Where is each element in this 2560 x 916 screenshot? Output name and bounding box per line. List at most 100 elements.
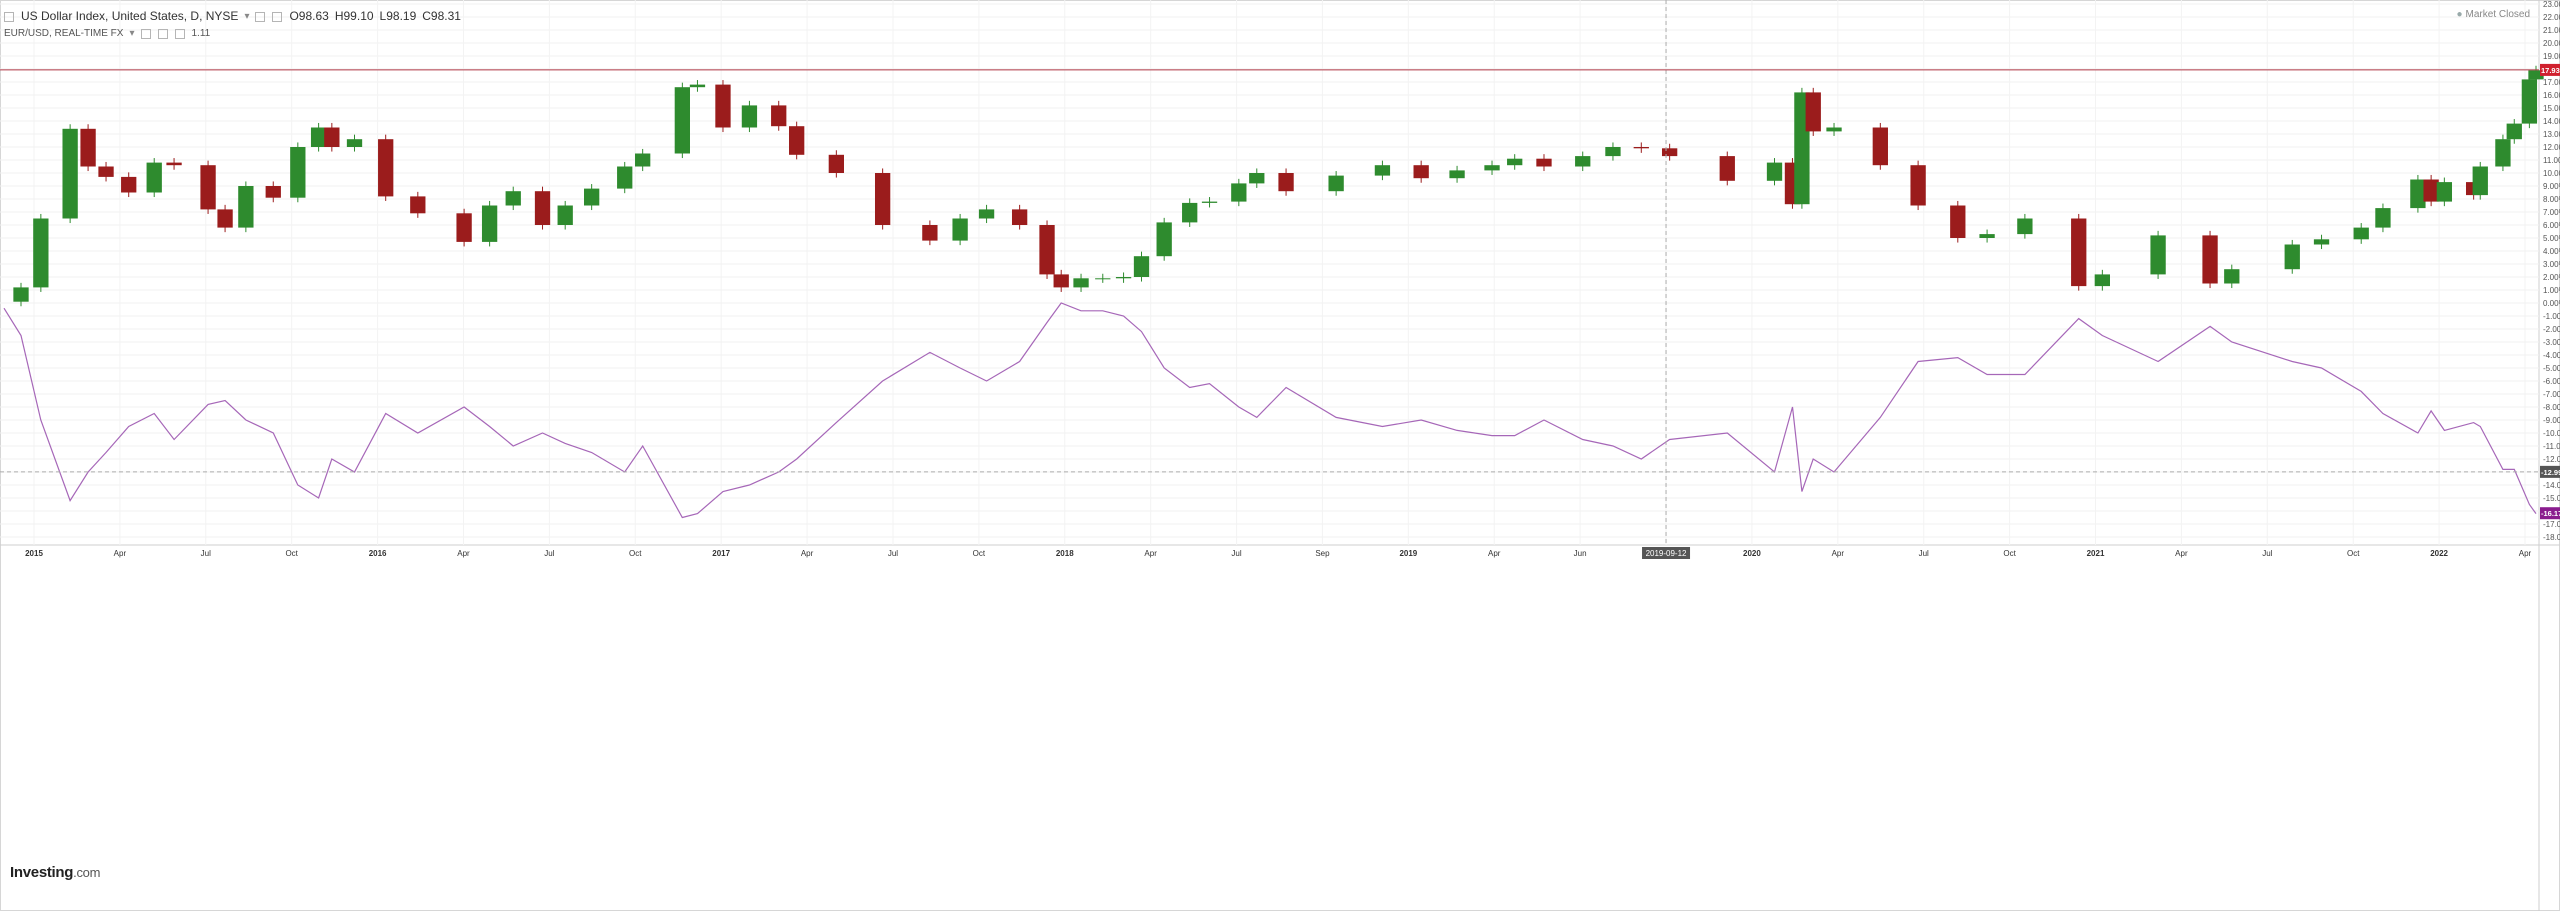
candle-body (952, 218, 968, 241)
x-tick-label[interactable]: Jul (1919, 549, 1929, 558)
candle-body (1249, 173, 1265, 184)
candle-body (2017, 218, 2033, 235)
x-tick-label[interactable]: Jun (1574, 549, 1587, 558)
eurusd-line-layer (3, 302, 2537, 519)
price-label-eurusd: -16.17% (2541, 509, 2560, 518)
x-tick-label[interactable]: Oct (973, 549, 986, 558)
y-tick-label: 4.00% (2543, 247, 2560, 256)
x-tick-label[interactable]: Apr (1144, 549, 1157, 558)
x-tick-label[interactable]: Apr (2519, 549, 2532, 558)
legend-row-secondary[interactable]: EUR/USD, REAL-TIME FX ▾ 1.11 (4, 25, 461, 42)
candle-body (2410, 179, 2426, 209)
candle-body (1633, 147, 1649, 149)
x-tick-label[interactable]: 2017 (712, 549, 730, 558)
candle-body (2506, 123, 2522, 140)
x-tick-label[interactable]: Oct (2347, 549, 2360, 558)
y-tick-label: 20.00% (2543, 39, 2560, 48)
x-tick-label[interactable]: Apr (801, 549, 814, 558)
visibility-square-icon[interactable] (140, 28, 151, 39)
candle-body (1979, 234, 1995, 238)
legend-row-main[interactable]: US Dollar Index, United States, D, NYSE … (4, 8, 461, 25)
y-tick-label: -7.00% (2543, 390, 2560, 399)
x-tick-label[interactable]: Jul (201, 549, 211, 558)
x-tick-label[interactable]: Oct (2003, 549, 2016, 558)
chevron-down-icon[interactable]: ▾ (129, 28, 135, 39)
candle-body (2436, 182, 2453, 202)
x-tick-label[interactable]: Oct (285, 549, 298, 558)
candle-body (121, 176, 137, 193)
dollar-index-candle-layer (13, 65, 2544, 307)
candle-body (922, 225, 938, 241)
candle-body (98, 166, 114, 177)
y-tick-label: 11.00% (2543, 156, 2560, 165)
candle-body (715, 84, 731, 128)
candle-body (1950, 205, 1966, 238)
candle-body (635, 153, 651, 167)
settings-square-icon[interactable] (255, 11, 266, 22)
legend-symbol[interactable]: US Dollar Index, United States, D, NYSE (21, 9, 239, 23)
candle-body (146, 162, 162, 193)
candle-body (1661, 148, 1678, 157)
x-tick-label[interactable]: 2021 (2087, 549, 2105, 558)
chevron-down-icon[interactable]: ▾ (244, 11, 250, 22)
y-tick-label: -14.00% (2543, 481, 2560, 490)
candle-body (33, 218, 49, 288)
y-tick-label: 2.00% (2543, 273, 2560, 282)
candle-body (2071, 218, 2087, 287)
status-dot-icon: ● (2456, 9, 2463, 20)
y-tick-label: -17.00% (2543, 520, 2560, 529)
candle-body (1484, 165, 1500, 171)
y-tick-label: -15.00% (2543, 494, 2560, 503)
y-axis[interactable]: 23.00%22.00%21.00%20.00%19.00%18.00%17.0… (2540, 0, 2560, 542)
candle-body (481, 205, 498, 242)
x-tick-label[interactable]: Apr (2175, 549, 2188, 558)
settings-square-icon[interactable] (157, 28, 168, 39)
close-square-icon[interactable] (272, 11, 283, 22)
candle-body (2150, 235, 2166, 275)
candle-body (1328, 175, 1344, 192)
candle-body (265, 186, 281, 198)
y-tick-label: 6.00% (2543, 221, 2560, 230)
y-tick-label: -3.00% (2543, 338, 2560, 347)
y-tick-label: 0.00% (2543, 299, 2560, 308)
y-tick-label: 14.00% (2543, 117, 2560, 126)
x-tick-label[interactable]: 2015 (25, 549, 43, 558)
x-tick-label[interactable]: Oct (629, 549, 642, 558)
crosshair-date-badge (1642, 547, 1691, 559)
y-tick-label: -1.00% (2543, 312, 2560, 321)
x-tick-label[interactable]: 2022 (2430, 549, 2448, 558)
x-tick-label[interactable]: 2019 (1399, 549, 1417, 558)
y-tick-label: 3.00% (2543, 260, 2560, 269)
y-tick-label: 10.00% (2543, 169, 2560, 178)
candle-body (217, 209, 233, 228)
legend-secondary-symbol[interactable]: EUR/USD, REAL-TIME FX (4, 28, 124, 39)
x-tick-label[interactable]: 2018 (1056, 549, 1074, 558)
x-tick-label[interactable]: Jul (2262, 549, 2272, 558)
collapse-icon[interactable] (4, 11, 14, 22)
x-tick-label[interactable]: Apr (457, 549, 470, 558)
legend-open: O98.63 (289, 9, 329, 23)
close-square-icon[interactable] (174, 28, 185, 39)
x-axis[interactable]: 2015 Apr Jul Oct 2016 Apr Jul Oct 2017 Apr Jul Oct 2… (25, 547, 2532, 559)
candle-body (1719, 156, 1735, 181)
candle-body (828, 154, 844, 173)
x-tick-label[interactable]: Jul (1231, 549, 1241, 558)
x-tick-label[interactable]: Jul (888, 549, 898, 558)
x-tick-label[interactable]: Sep (1315, 549, 1330, 558)
x-tick-label[interactable]: Apr (1488, 549, 1501, 558)
y-tick-label: 12.00% (2543, 143, 2560, 152)
candle-body (2423, 179, 2439, 202)
candle-body (534, 191, 551, 225)
candle-body (1115, 277, 1132, 279)
x-tick-label[interactable]: Apr (1832, 549, 1845, 558)
x-tick-label[interactable]: 2016 (369, 549, 387, 558)
x-tick-label[interactable]: Jul (544, 549, 554, 558)
x-tick-label[interactable]: 2020 (1743, 549, 1761, 558)
x-tick-label[interactable]: Apr (114, 549, 127, 558)
candle-body (674, 87, 691, 154)
y-tick-label: -18.00% (2543, 533, 2560, 542)
candle-body (238, 186, 254, 228)
candle-body (1872, 127, 1888, 166)
